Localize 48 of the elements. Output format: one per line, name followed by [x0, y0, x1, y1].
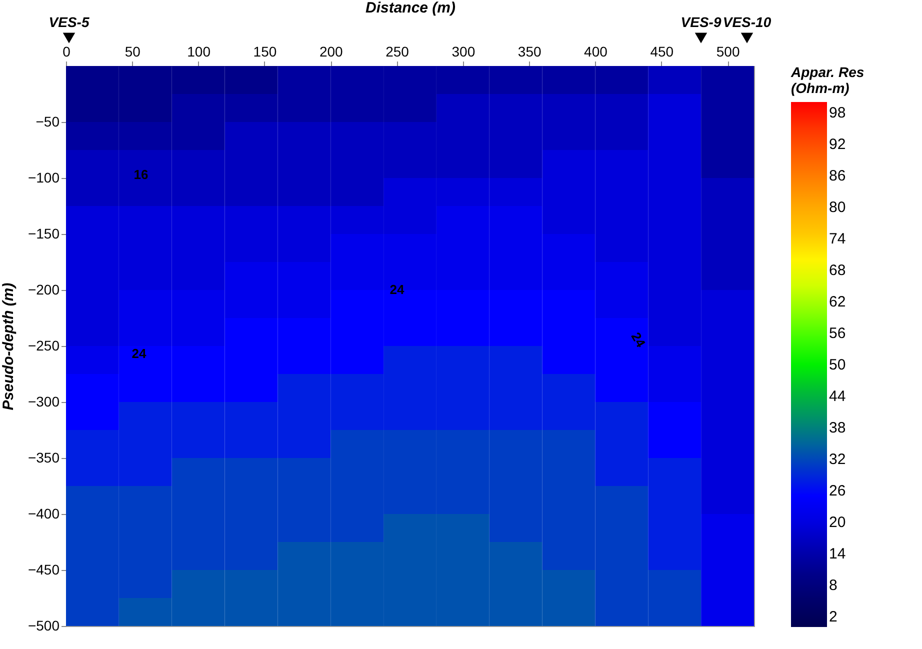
text: VES-5 [48, 14, 90, 30]
color-bar-label: 74 [829, 230, 846, 248]
annotation: 24 [390, 282, 405, 297]
x-tick-label: 500 [716, 44, 740, 60]
x-tick-label: 100 [187, 44, 211, 60]
x-tick-label: 300 [452, 44, 476, 60]
y-tick-label: −300 [28, 394, 60, 410]
color-bar-label: 14 [829, 546, 846, 562]
color-bar-label: 86 [829, 168, 846, 184]
y-tick-label: −450 [28, 562, 60, 578]
x-tick-label: 350 [518, 44, 542, 60]
y-tick-label: −250 [28, 338, 60, 354]
color-bar-label: 98 [829, 104, 846, 122]
y-tick-label: −350 [28, 450, 60, 466]
x-axis-title: Distance (m) [365, 0, 456, 16]
x-tick-label: 400 [584, 44, 608, 60]
y-tick-label: −50 [36, 114, 60, 130]
text: VES-10 [722, 14, 772, 30]
annotation: 24 [132, 346, 147, 361]
x-tick-label: 250 [386, 44, 410, 60]
color-bar-label: 38 [829, 420, 846, 436]
color-bar-title: Appar. Res (Ohm-m) [790, 64, 864, 96]
x-tick-label: 150 [253, 44, 277, 60]
color-bar-label: 56 [829, 325, 846, 342]
color-bar-label: 80 [829, 199, 846, 216]
y-tick-label: −150 [28, 226, 60, 242]
color-bar-label: 2 [829, 608, 838, 626]
y-tick-label: −100 [28, 170, 60, 186]
annotation: 16 [134, 167, 148, 182]
y-tick-label: −500 [28, 618, 60, 634]
annotation: 24 [628, 330, 649, 350]
color-bar-label: 44 [829, 388, 846, 405]
y-axis-title: Pseudo-depth (m) [0, 282, 17, 410]
color-bar-label: 20 [829, 514, 846, 531]
color-bar-label: 32 [829, 451, 846, 468]
x-tick-label: 0 [62, 44, 71, 60]
x-tick-label: 200 [319, 44, 344, 60]
y-tick-label: −200 [28, 282, 60, 298]
x-tick-label: 50 [124, 44, 141, 60]
color-bar-label: 62 [829, 294, 846, 310]
color-bar-label: 26 [829, 482, 846, 500]
text: VES-9 [680, 14, 722, 30]
x-tick-label: 450 [650, 44, 674, 60]
color-bar-label: 92 [829, 136, 846, 153]
color-bar-label: 50 [829, 356, 846, 374]
color-bar-label: 8 [829, 577, 838, 594]
y-tick-label: −400 [28, 506, 60, 522]
color-bar-label: 68 [829, 262, 846, 279]
